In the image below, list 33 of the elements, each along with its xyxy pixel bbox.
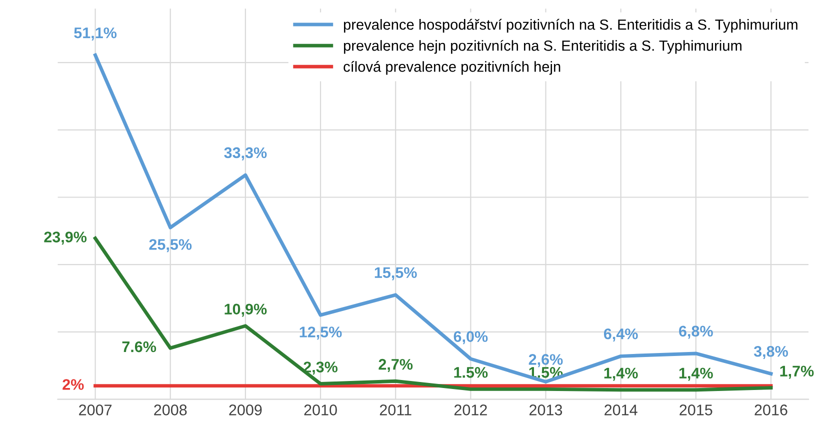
x-tick-label: 2007 — [79, 404, 112, 416]
data-label: 2,7% — [378, 358, 413, 372]
data-label: 6,4% — [604, 328, 638, 342]
data-label: 2,6% — [528, 354, 563, 368]
data-label: 23,9% — [44, 232, 87, 245]
data-label: 1,4% — [679, 368, 713, 381]
x-tick-label: 2014 — [604, 404, 638, 416]
data-label: 6,0% — [454, 331, 488, 344]
data-label: 12,5% — [300, 326, 342, 340]
x-tick-label: 2013 — [530, 404, 562, 416]
data-label: 51,1% — [74, 27, 117, 40]
data-label: 33,3% — [224, 147, 267, 160]
x-tick-label: 2008 — [154, 404, 187, 416]
data-label: 6,8% — [679, 326, 713, 339]
data-label: 1.5% — [454, 367, 488, 378]
x-tick-label: 2009 — [229, 404, 262, 416]
legend-label: prevalence hospodářství pozitivních na S. Enteritidis a S. Typhimurium — [344, 18, 798, 33]
data-label: 1,7% — [780, 366, 814, 379]
data-label: 1,4% — [604, 368, 638, 381]
data-label: 2% — [62, 379, 84, 390]
data-label: 7.6% — [122, 341, 156, 352]
data-label: 25,5% — [149, 239, 192, 252]
x-tick-label: 2011 — [380, 404, 412, 416]
legend-label: prevalence hejn pozitivních na S. Enteritidis a S. Typhimurium — [344, 40, 742, 54]
x-tick-label: 2010 — [304, 404, 337, 416]
data-label: 15,5% — [374, 267, 417, 280]
x-tick-label: 2012 — [454, 404, 487, 416]
data-label: 10,9% — [224, 304, 267, 317]
data-label: 2,3% — [304, 362, 338, 375]
x-tick-label: 2016 — [754, 404, 788, 416]
legend-label: cílová prevalence pozitivních hejn — [344, 61, 560, 75]
x-tick-label: 2015 — [680, 404, 712, 416]
data-label: 3,8% — [754, 346, 788, 359]
